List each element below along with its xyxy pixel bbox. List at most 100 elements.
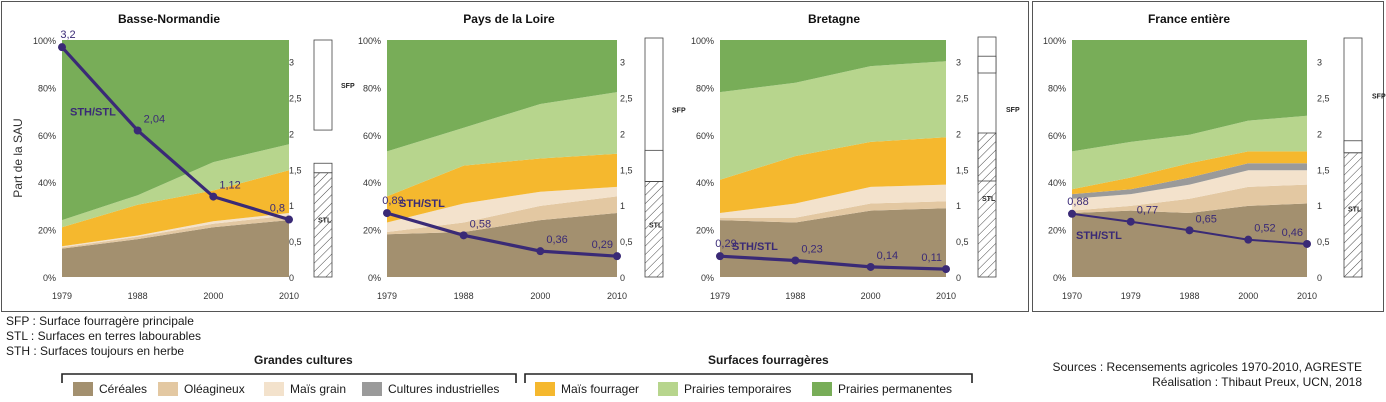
bar-overlap-segment <box>644 149 664 182</box>
y-tick-label: 20% <box>1048 226 1066 236</box>
area-mais-grain <box>720 184 946 218</box>
ratio-value-label: 0,52 <box>1254 223 1275 235</box>
stl-bar-label: STL <box>1348 207 1362 214</box>
legend-bracket-surfaces-fourrageres <box>524 373 973 383</box>
regional-charts-frame <box>1 1 1029 312</box>
y2-tick-label: 2,5 <box>1317 93 1330 103</box>
ratio-point <box>285 215 293 224</box>
stl-bar-segment <box>1343 152 1363 278</box>
y-tick-label: 20% <box>696 226 714 236</box>
y2-tick-label: 2 <box>956 129 961 139</box>
y-tick-label: 60% <box>38 131 56 141</box>
sources: Sources : Recensements agricoles 1970-20… <box>1053 360 1363 390</box>
area-cereales <box>387 213 617 277</box>
area-mais-fourrager <box>720 137 946 213</box>
x-tick-label: 1979 <box>52 291 72 301</box>
area-prairies-permanentes <box>387 40 617 152</box>
legend-label-mais-fourrager: Maïs fourrager <box>561 382 640 396</box>
y2-tick-label: 1 <box>620 201 625 211</box>
y-tick-label: 100% <box>358 36 381 46</box>
y2-tick-label: 0 <box>289 273 294 283</box>
x-tick-label: 2010 <box>607 291 627 301</box>
y2-tick-label: 1 <box>289 201 294 211</box>
legend-swatch-prairies-permanentes <box>812 382 832 396</box>
x-tick-label: 2000 <box>203 291 223 301</box>
ratio-value-label: 0,36 <box>546 234 567 246</box>
legend-label-prairies-temporaires: Prairies temporaires <box>684 382 792 396</box>
area-oleagineux <box>387 196 617 235</box>
legend-item-oleagineux: Oléagineux <box>158 381 245 397</box>
legend-swatch-cultures-industrielles <box>362 382 382 396</box>
y2-tick-label: 0 <box>956 273 961 283</box>
y-tick-label: 0% <box>43 273 56 283</box>
x-tick-label: 2000 <box>1238 291 1258 301</box>
ratio-point <box>58 43 66 52</box>
legend-group-title-surfaces-fourrageres: Surfaces fourragères <box>708 353 829 367</box>
legend-group-title-grandes-cultures: Grandes cultures <box>254 353 353 367</box>
y-tick-label: 100% <box>33 36 56 46</box>
france-chart-frame <box>1032 1 1384 312</box>
x-tick-label: 1988 <box>128 291 148 301</box>
ratio-value-label: 0,58 <box>470 218 491 230</box>
y2-tick-label: 2 <box>620 129 625 139</box>
note-sfp: SFP : Surface fourragère principale <box>6 314 194 328</box>
y-tick-label: 40% <box>363 178 381 188</box>
x-tick-label: 1979 <box>710 291 730 301</box>
y-tick-label: 40% <box>1048 178 1066 188</box>
ratio-value-label: 1,12 <box>219 180 240 192</box>
area-prairies-temporaires <box>1072 115 1307 190</box>
legend-item-prairies-permanentes: Prairies permanentes <box>812 381 952 397</box>
legend-label-prairies-permanentes: Prairies permanentes <box>838 382 953 396</box>
area-mais-fourrager <box>1072 151 1307 195</box>
y-tick-label: 40% <box>696 178 714 188</box>
area-prairies-permanentes <box>720 40 946 93</box>
x-tick-label: 2010 <box>936 291 956 301</box>
ratio-point <box>1185 226 1194 235</box>
ratio-value-label: 0,88 <box>1067 196 1088 208</box>
y2-tick-label: 3 <box>289 58 294 68</box>
legend-label-oleagineux: Oléagineux <box>184 382 245 396</box>
sfp-bar-label: SFP <box>341 83 355 90</box>
bar-overlap-segment <box>1343 140 1363 154</box>
ratio-value-label: 0,14 <box>877 250 898 262</box>
sfp-bar-label: SFP <box>672 108 686 115</box>
legend-label-cereales: Céréales <box>99 382 148 396</box>
legend-item-mais-fourrager: Maïs fourrager <box>535 381 639 397</box>
y2-tick-label: 3 <box>1317 58 1322 68</box>
note-stl: STL : Surfaces en terres labourables <box>6 329 201 343</box>
y-tick-label: 80% <box>38 83 56 93</box>
sfp-bar-segment <box>313 39 333 131</box>
stl-bar-label: STL <box>982 196 996 203</box>
ratio-line <box>386 211 618 258</box>
y-tick-label: 0% <box>701 273 714 283</box>
ratio-line <box>719 254 947 271</box>
area-cereales <box>62 220 289 277</box>
x-tick-label: 2000 <box>861 291 881 301</box>
y2-tick-label: 1 <box>1317 201 1322 211</box>
stl-bar-label: STL <box>318 218 332 225</box>
ratio-value-label: 0,8 <box>270 203 285 215</box>
chart-title: Bretagne <box>808 12 860 26</box>
legend-label-cultures-industrielles: Cultures industrielles <box>388 382 500 396</box>
y2-tick-label: 0,5 <box>289 237 302 247</box>
legend-item-mais-grain: Maïs grain <box>264 381 346 397</box>
ratio-series-label: STH/STL <box>732 241 778 253</box>
x-tick-label: 1988 <box>1179 291 1199 301</box>
y2-tick-label: 3 <box>956 58 961 68</box>
y2-tick-label: 0,5 <box>620 237 633 247</box>
y2-tick-label: 3 <box>620 58 625 68</box>
chart-title: Basse-Normandie <box>118 12 220 26</box>
y2-tick-label: 2 <box>289 129 294 139</box>
bar-overlap-segment <box>977 55 997 74</box>
x-tick-label: 2000 <box>530 291 550 301</box>
ratio-point <box>1303 239 1311 248</box>
x-tick-label: 1988 <box>454 291 474 301</box>
ratio-point <box>613 252 621 261</box>
area-mais-grain <box>387 186 617 232</box>
ratio-point <box>383 209 391 218</box>
y2-tick-label: 2,5 <box>956 93 969 103</box>
ratio-line <box>60 46 290 222</box>
ratio-point <box>209 192 218 201</box>
y2-tick-label: 1,5 <box>956 165 969 175</box>
